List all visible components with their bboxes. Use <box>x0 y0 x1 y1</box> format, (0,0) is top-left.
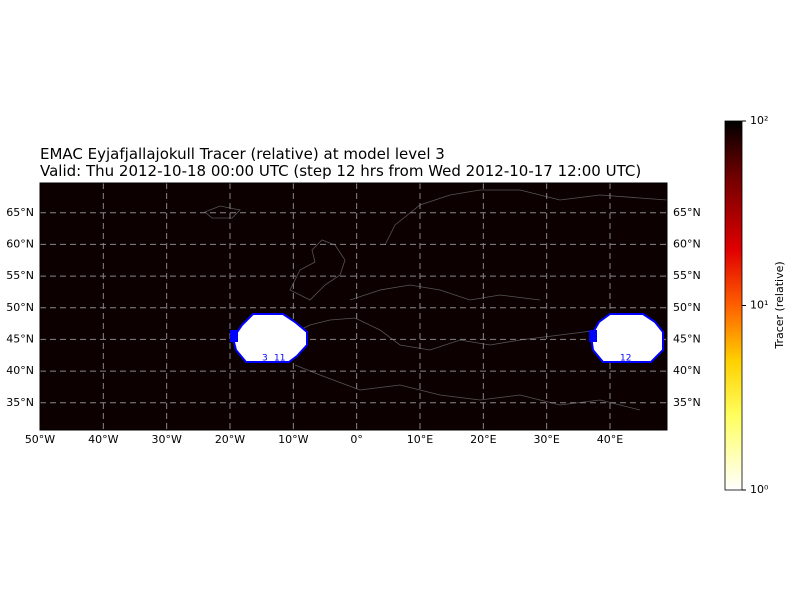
lat-tick-label: 60°N <box>6 237 34 250</box>
map-frame <box>39 182 668 431</box>
lon-tick-label: 20°W <box>215 433 245 446</box>
coastlines <box>204 189 667 411</box>
colorbar-tick-label: 10² <box>750 114 768 127</box>
map-background <box>40 183 667 430</box>
lat-tick-label: 45°N <box>673 332 701 345</box>
lat-tick-label: 60°N <box>673 237 701 250</box>
lat-tick-label: 55°N <box>6 269 34 282</box>
plume-areas <box>230 313 664 363</box>
lat-tick-label: 65°N <box>6 206 34 219</box>
contour-label: 12 <box>620 354 631 364</box>
lat-tick-label: 45°N <box>6 332 34 345</box>
lat-tick-label: 65°N <box>673 206 701 219</box>
lat-tick-label: 55°N <box>673 269 701 282</box>
lon-tick-label: 40°W <box>88 433 118 446</box>
lat-tick-label: 50°N <box>6 301 34 314</box>
subtitle: Valid: Thu 2012-10-18 00:00 UTC (step 12… <box>40 162 641 180</box>
lon-tick-label: 30°W <box>151 433 181 446</box>
contour-marker <box>230 330 238 342</box>
contour-marker <box>589 330 597 342</box>
lon-tick-label: 10°W <box>278 433 308 446</box>
lat-tick-label: 50°N <box>673 301 701 314</box>
lon-tick-label: 0° <box>350 433 363 446</box>
contour-label: 3 <box>262 354 268 364</box>
colorbar-label: Tracer (relative) <box>773 261 786 349</box>
lat-tick-label: 40°N <box>6 364 34 377</box>
lon-tick-label: 10°E <box>407 433 433 446</box>
lat-tick-label: 35°N <box>673 396 701 409</box>
lat-tick-label: 40°N <box>673 364 701 377</box>
contour-label: 11 <box>274 354 285 364</box>
colorbar-tick-label: 10⁰ <box>750 483 769 496</box>
lat-tick-label: 35°N <box>6 396 34 409</box>
lon-tick-label: 50°W <box>25 433 55 446</box>
title: EMAC Eyjafjallajokull Tracer (relative) … <box>40 145 445 163</box>
lon-tick-label: 20°E <box>470 433 496 446</box>
lon-tick-label: 30°E <box>533 433 559 446</box>
colorbar <box>724 120 743 491</box>
colorbar-tick-label: 10¹ <box>750 299 768 312</box>
lon-tick-label: 40°E <box>597 433 623 446</box>
